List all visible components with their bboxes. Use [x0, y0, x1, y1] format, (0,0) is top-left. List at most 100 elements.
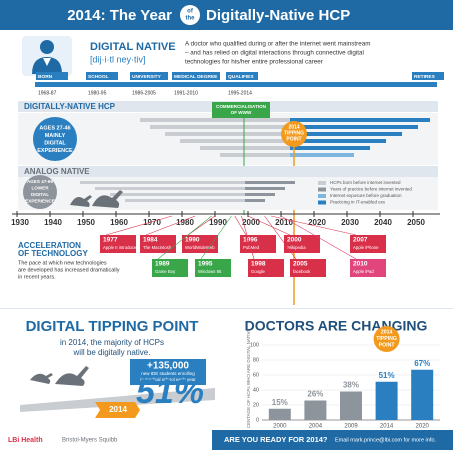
bar [375, 381, 398, 420]
legend-swatch [318, 194, 326, 198]
value-label: 51% [379, 371, 395, 380]
event-box [350, 235, 386, 253]
legend-swatch [318, 181, 326, 185]
event-label: facebook [293, 269, 311, 274]
ages-badge [33, 117, 77, 161]
tick-label: 2050 [407, 218, 425, 227]
stage-years: 1995-2014 [228, 90, 252, 96]
students: +135,000 [147, 361, 189, 372]
stage-box [412, 72, 444, 80]
event-year: 1984 [143, 237, 158, 244]
tipping-heading: DIGITAL TIPPING POINT [26, 318, 199, 335]
event-box [182, 235, 218, 253]
y-tick-label: 60 [253, 372, 259, 378]
event-connector [234, 215, 247, 236]
stage-label: MEDICAL DEGREE [174, 74, 218, 80]
pronunciation: [dij·i·tl ney·tiv] [90, 54, 146, 64]
x-tick-label: 2004 [309, 424, 323, 430]
year-ribbon [95, 402, 140, 418]
event-label: Windows 95 [198, 269, 222, 274]
www-line: COMMERCIALISATION [216, 104, 267, 109]
event-label: Apple iPhone [353, 245, 379, 250]
event-year: 1998 [251, 261, 266, 268]
y-tick-label: 40 [253, 387, 259, 393]
stage-label: RETIRES [414, 74, 436, 80]
event-box [140, 235, 176, 253]
ages-line: MAINLY [45, 133, 66, 139]
tick-label: 1970 [143, 218, 161, 227]
life-stages: BORN 1968-87 SCHOOL 1980-95 UNIVERSITY 1986-2… [36, 72, 444, 96]
event-box [240, 235, 276, 253]
event-year: 1990 [185, 237, 200, 244]
tick-label: 1980 [176, 218, 194, 227]
tech-text-line: The pace at which new technologies [18, 260, 107, 266]
header-band [0, 0, 453, 30]
event-year: 1996 [243, 237, 258, 244]
term: DIGITAL NATIVE [90, 41, 176, 53]
ages-badge [23, 175, 57, 209]
tech-text-line: are developed has increased dramatically [18, 267, 120, 273]
y-tick-label: 0 [256, 417, 259, 423]
event-box [248, 259, 284, 277]
stage-box [172, 72, 220, 80]
y-axis-label: PERCENTAGE OF HCPs WHO ARE DIGITAL NATIV… [246, 328, 251, 437]
legend: HCPs born before internet invented Years … [318, 180, 412, 205]
event-box [100, 235, 136, 253]
ages-line: AGES 47-66 [27, 179, 53, 184]
annotation-line: POINT [379, 342, 396, 348]
tick-label: 1960 [110, 218, 128, 227]
tipping-line: will be digitally native. [73, 348, 151, 357]
ages-line: LOWER [31, 186, 49, 191]
footer-question: ARE YOU READY FOR 2014? [224, 435, 328, 444]
stage-years: 1968-87 [38, 90, 57, 96]
logo: LBi Health [8, 437, 43, 444]
bar [304, 400, 327, 420]
value-label: 67% [414, 359, 430, 368]
definition-text: A doctor who qualified during or after t… [185, 41, 371, 66]
stage-label: QUALIFIES [228, 74, 254, 80]
dinosaur [92, 190, 123, 208]
value-label: 38% [343, 381, 359, 390]
event-box [290, 259, 326, 277]
event-connector [247, 215, 291, 236]
event-box [195, 259, 231, 277]
title-badge [180, 5, 200, 25]
event-label: Apple II introduced [103, 245, 139, 250]
logo: Bristol-Myers Squibb [62, 438, 118, 444]
definition-line: A doctor who qualified during or after t… [185, 41, 371, 48]
ages-line: AGES 27-46 [39, 125, 70, 131]
event-box [152, 259, 188, 277]
tick-label: 2030 [341, 218, 359, 227]
legend-swatch [318, 200, 326, 205]
tipping-badge [281, 121, 307, 147]
event-year: 2000 [287, 237, 302, 244]
event-connector [157, 215, 212, 260]
ramp [20, 388, 215, 412]
students-box [130, 359, 206, 385]
event-connector [264, 215, 297, 260]
www-line: OF WWW [231, 110, 252, 115]
event-label: PubMed [243, 245, 260, 250]
digital-bars [140, 118, 430, 157]
section-heading: ANALOG NATIVE [24, 167, 90, 176]
tick-label: 2040 [374, 218, 392, 227]
bar [411, 369, 434, 420]
title-badge-text: of [187, 9, 194, 15]
x-tick-label: 2020 [416, 424, 430, 430]
tipping-line: POINT [286, 136, 301, 142]
students-line: new IDE students enrolling [141, 371, 195, 376]
event-connector [200, 215, 232, 260]
tipping-line: in 2014, the majority of HCPs [60, 338, 164, 347]
event-connector [241, 215, 255, 260]
x-tick-label: 2014 [380, 424, 394, 430]
section-heading: DIGITALLY-NATIVE HCP [24, 102, 116, 111]
bar-chart: 0 20 40 60 80 100 15% 2000 26% 2004 38% 2009 51% 2014… [250, 326, 440, 430]
event-connector [105, 215, 173, 236]
